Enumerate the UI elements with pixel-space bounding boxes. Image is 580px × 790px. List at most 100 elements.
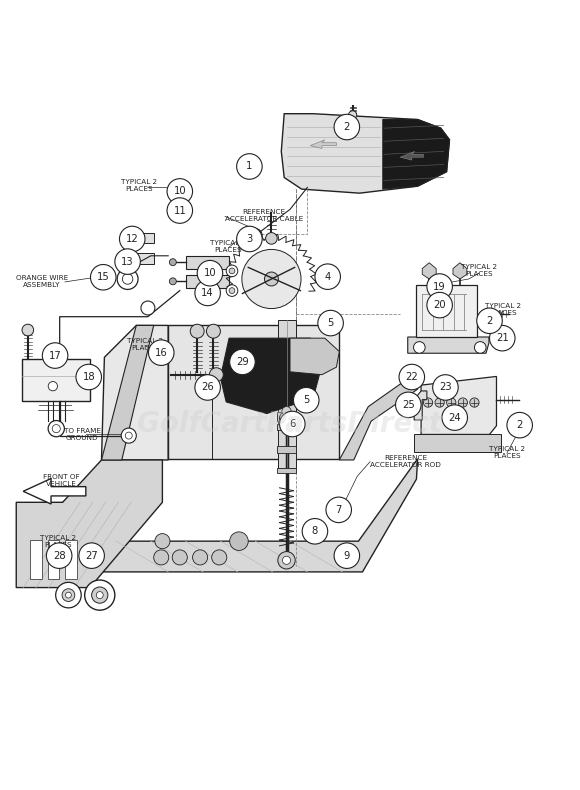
Text: TO FRAME
GROUND: TO FRAME GROUND [64, 428, 101, 441]
Circle shape [169, 278, 176, 285]
Circle shape [396, 392, 421, 418]
Text: 1: 1 [246, 161, 252, 171]
Text: 14: 14 [201, 288, 214, 298]
Circle shape [195, 280, 220, 306]
Circle shape [442, 404, 467, 431]
Circle shape [447, 398, 456, 407]
Circle shape [212, 550, 227, 565]
Circle shape [399, 364, 425, 389]
Polygon shape [220, 338, 325, 413]
Polygon shape [102, 325, 168, 460]
Circle shape [90, 265, 116, 290]
Text: ORANGE WIRE
ASSEMBLY: ORANGE WIRE ASSEMBLY [16, 276, 68, 288]
Circle shape [433, 374, 458, 401]
Text: TYPICAL 2
PLACES: TYPICAL 2 PLACES [121, 179, 157, 191]
Circle shape [46, 543, 72, 569]
Circle shape [318, 310, 343, 336]
Circle shape [119, 226, 145, 252]
Text: 21: 21 [496, 333, 509, 343]
Circle shape [423, 398, 433, 407]
Text: 6: 6 [289, 419, 295, 429]
Polygon shape [102, 325, 154, 460]
Circle shape [477, 308, 502, 333]
Circle shape [282, 407, 291, 416]
Circle shape [193, 550, 208, 565]
Polygon shape [63, 459, 418, 572]
Polygon shape [23, 479, 86, 504]
Text: 18: 18 [82, 372, 95, 382]
Circle shape [474, 341, 486, 353]
Text: 10: 10 [173, 186, 186, 197]
FancyBboxPatch shape [168, 325, 339, 459]
Text: 3: 3 [246, 234, 252, 244]
Circle shape [117, 269, 138, 289]
Text: 8: 8 [312, 526, 318, 536]
Polygon shape [281, 114, 450, 194]
Circle shape [229, 288, 235, 294]
Circle shape [226, 265, 238, 276]
Circle shape [209, 367, 223, 382]
Polygon shape [277, 446, 296, 453]
Text: 20: 20 [433, 300, 446, 310]
Circle shape [167, 198, 193, 224]
Text: 24: 24 [448, 412, 461, 423]
Circle shape [326, 497, 351, 523]
Text: REFERENCE
ACCELERATOR CABLE: REFERENCE ACCELERATOR CABLE [225, 209, 303, 222]
Polygon shape [453, 263, 467, 279]
Circle shape [121, 428, 136, 443]
Circle shape [141, 301, 155, 315]
Circle shape [435, 398, 444, 407]
Text: 13: 13 [121, 257, 134, 266]
Polygon shape [422, 263, 436, 279]
Circle shape [66, 592, 71, 598]
Text: 11: 11 [173, 205, 186, 216]
Circle shape [125, 432, 132, 439]
Circle shape [42, 343, 68, 368]
Circle shape [427, 274, 452, 299]
Text: REFERENCE
ACCELERATOR ROD: REFERENCE ACCELERATOR ROD [370, 455, 441, 468]
Circle shape [334, 543, 360, 569]
Text: TYPICAL 2
PLACES: TYPICAL 2 PLACES [211, 240, 246, 253]
Circle shape [282, 556, 291, 564]
Circle shape [230, 349, 255, 374]
Text: 19: 19 [433, 281, 446, 292]
Polygon shape [290, 338, 339, 374]
Circle shape [242, 250, 301, 309]
Circle shape [52, 424, 60, 433]
Polygon shape [339, 372, 418, 460]
Circle shape [226, 285, 238, 296]
Polygon shape [277, 424, 296, 430]
FancyBboxPatch shape [121, 254, 154, 264]
Text: 29: 29 [236, 357, 249, 367]
Text: 2: 2 [487, 316, 492, 325]
Circle shape [507, 412, 532, 438]
Polygon shape [421, 377, 496, 435]
Circle shape [79, 543, 104, 569]
Circle shape [206, 324, 220, 338]
Text: 26: 26 [201, 382, 214, 393]
Circle shape [155, 533, 170, 549]
Circle shape [92, 587, 108, 604]
Circle shape [458, 398, 467, 407]
Text: 7: 7 [336, 505, 342, 515]
Polygon shape [277, 468, 296, 473]
Polygon shape [310, 140, 336, 149]
Circle shape [229, 268, 235, 274]
Polygon shape [414, 391, 427, 420]
Polygon shape [408, 337, 489, 353]
Circle shape [280, 412, 305, 437]
Text: 22: 22 [405, 372, 418, 382]
Polygon shape [414, 435, 501, 452]
Text: TYPICAL 2
PLACES: TYPICAL 2 PLACES [489, 446, 525, 459]
FancyBboxPatch shape [416, 285, 477, 337]
Circle shape [280, 412, 293, 425]
Text: 5: 5 [328, 318, 334, 328]
Circle shape [349, 111, 357, 119]
FancyBboxPatch shape [48, 540, 59, 579]
Circle shape [76, 364, 102, 389]
Circle shape [172, 550, 187, 565]
FancyBboxPatch shape [186, 256, 229, 269]
Circle shape [167, 179, 193, 204]
Text: 9: 9 [344, 551, 350, 561]
Circle shape [169, 258, 176, 265]
